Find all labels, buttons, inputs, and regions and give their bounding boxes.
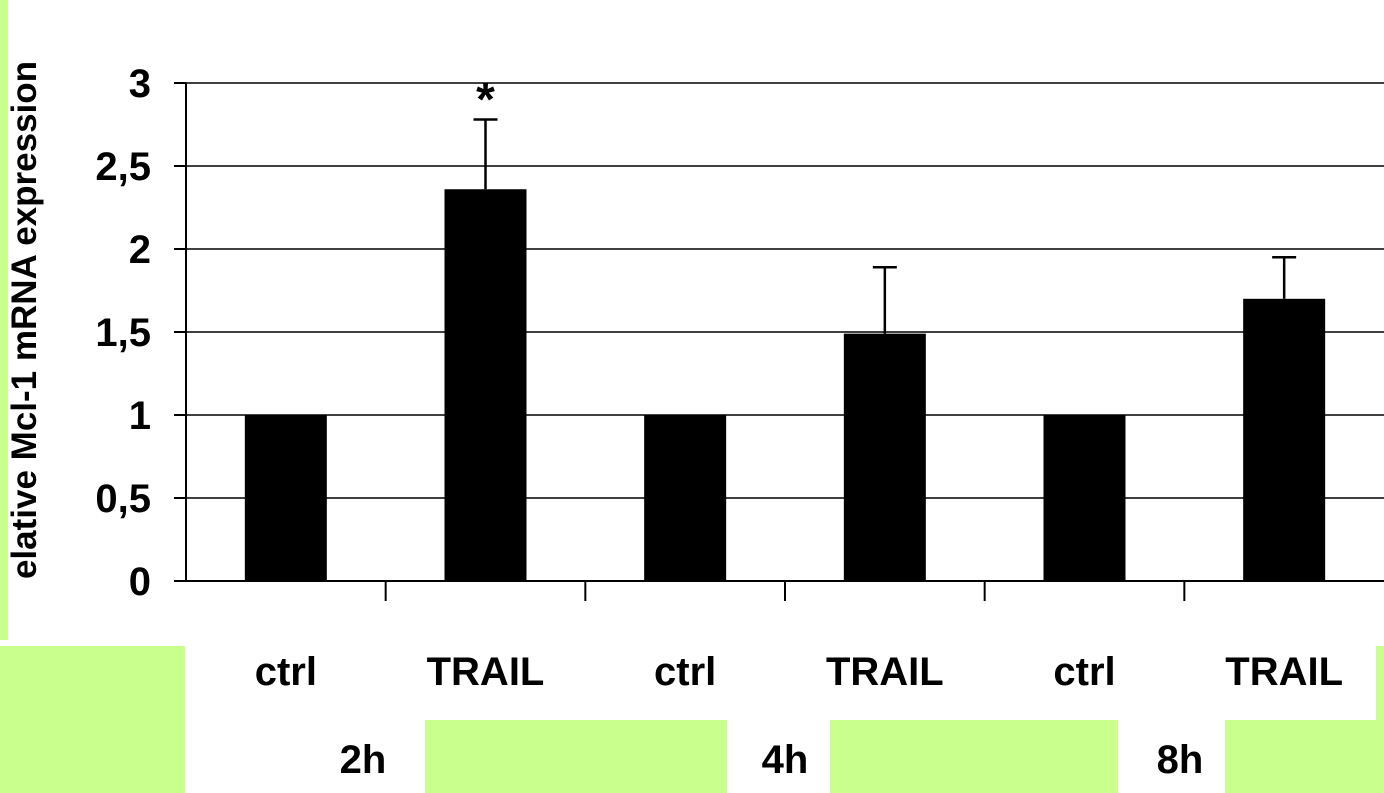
x-category-label: ctrl bbox=[254, 650, 317, 694]
time-point-label: 8h bbox=[1156, 738, 1204, 782]
chart-axes bbox=[174, 82, 1384, 601]
time-point-label: 2h bbox=[339, 738, 387, 782]
green-block-after-4h bbox=[830, 720, 1118, 793]
bar-trail-2h bbox=[444, 189, 527, 582]
y-axis-label: elative Mcl-1 mRNA expression bbox=[5, 60, 44, 580]
y-tick-label: 2,5 bbox=[95, 145, 151, 189]
x-category-label: ctrl bbox=[1053, 650, 1116, 694]
y-tick-label: 3 bbox=[129, 62, 151, 106]
bar-ctrl-8h bbox=[1043, 415, 1126, 581]
y-tick-label: 2 bbox=[129, 228, 151, 272]
y-tick-label: 1,5 bbox=[95, 311, 151, 355]
green-block-bottom-left bbox=[0, 646, 185, 793]
error-bars bbox=[473, 118, 1297, 334]
bar-trail-4h bbox=[843, 333, 926, 581]
bar-ctrl-2h bbox=[244, 415, 327, 581]
bars bbox=[244, 189, 1326, 582]
bar-ctrl-4h bbox=[644, 415, 727, 581]
x-category-label: ctrl bbox=[654, 650, 717, 694]
annotations: * bbox=[476, 74, 495, 127]
x-category-label: TRAIL bbox=[1225, 650, 1344, 694]
y-tick-label: 1 bbox=[129, 394, 151, 438]
bar-chart: 0 0,5 1 1,5 2 2,5 3 * bbox=[95, 62, 1384, 604]
green-block-after-8h bbox=[1225, 720, 1384, 793]
bar-trail-8h bbox=[1243, 298, 1326, 581]
y-tick-label: 0,5 bbox=[95, 477, 151, 521]
time-point-label: 4h bbox=[761, 738, 809, 782]
green-block-right-edge bbox=[1376, 646, 1384, 793]
gridlines bbox=[186, 82, 1384, 499]
x-category-label: TRAIL bbox=[825, 650, 944, 694]
significance-asterisk: * bbox=[476, 74, 495, 127]
x-category-label: TRAIL bbox=[426, 650, 545, 694]
y-tick-label: 0 bbox=[129, 560, 151, 604]
green-block-after-2h bbox=[425, 720, 727, 793]
y-tick-labels: 0 0,5 1 1,5 2 2,5 3 bbox=[95, 62, 151, 604]
left-accent-strip bbox=[0, 0, 8, 640]
